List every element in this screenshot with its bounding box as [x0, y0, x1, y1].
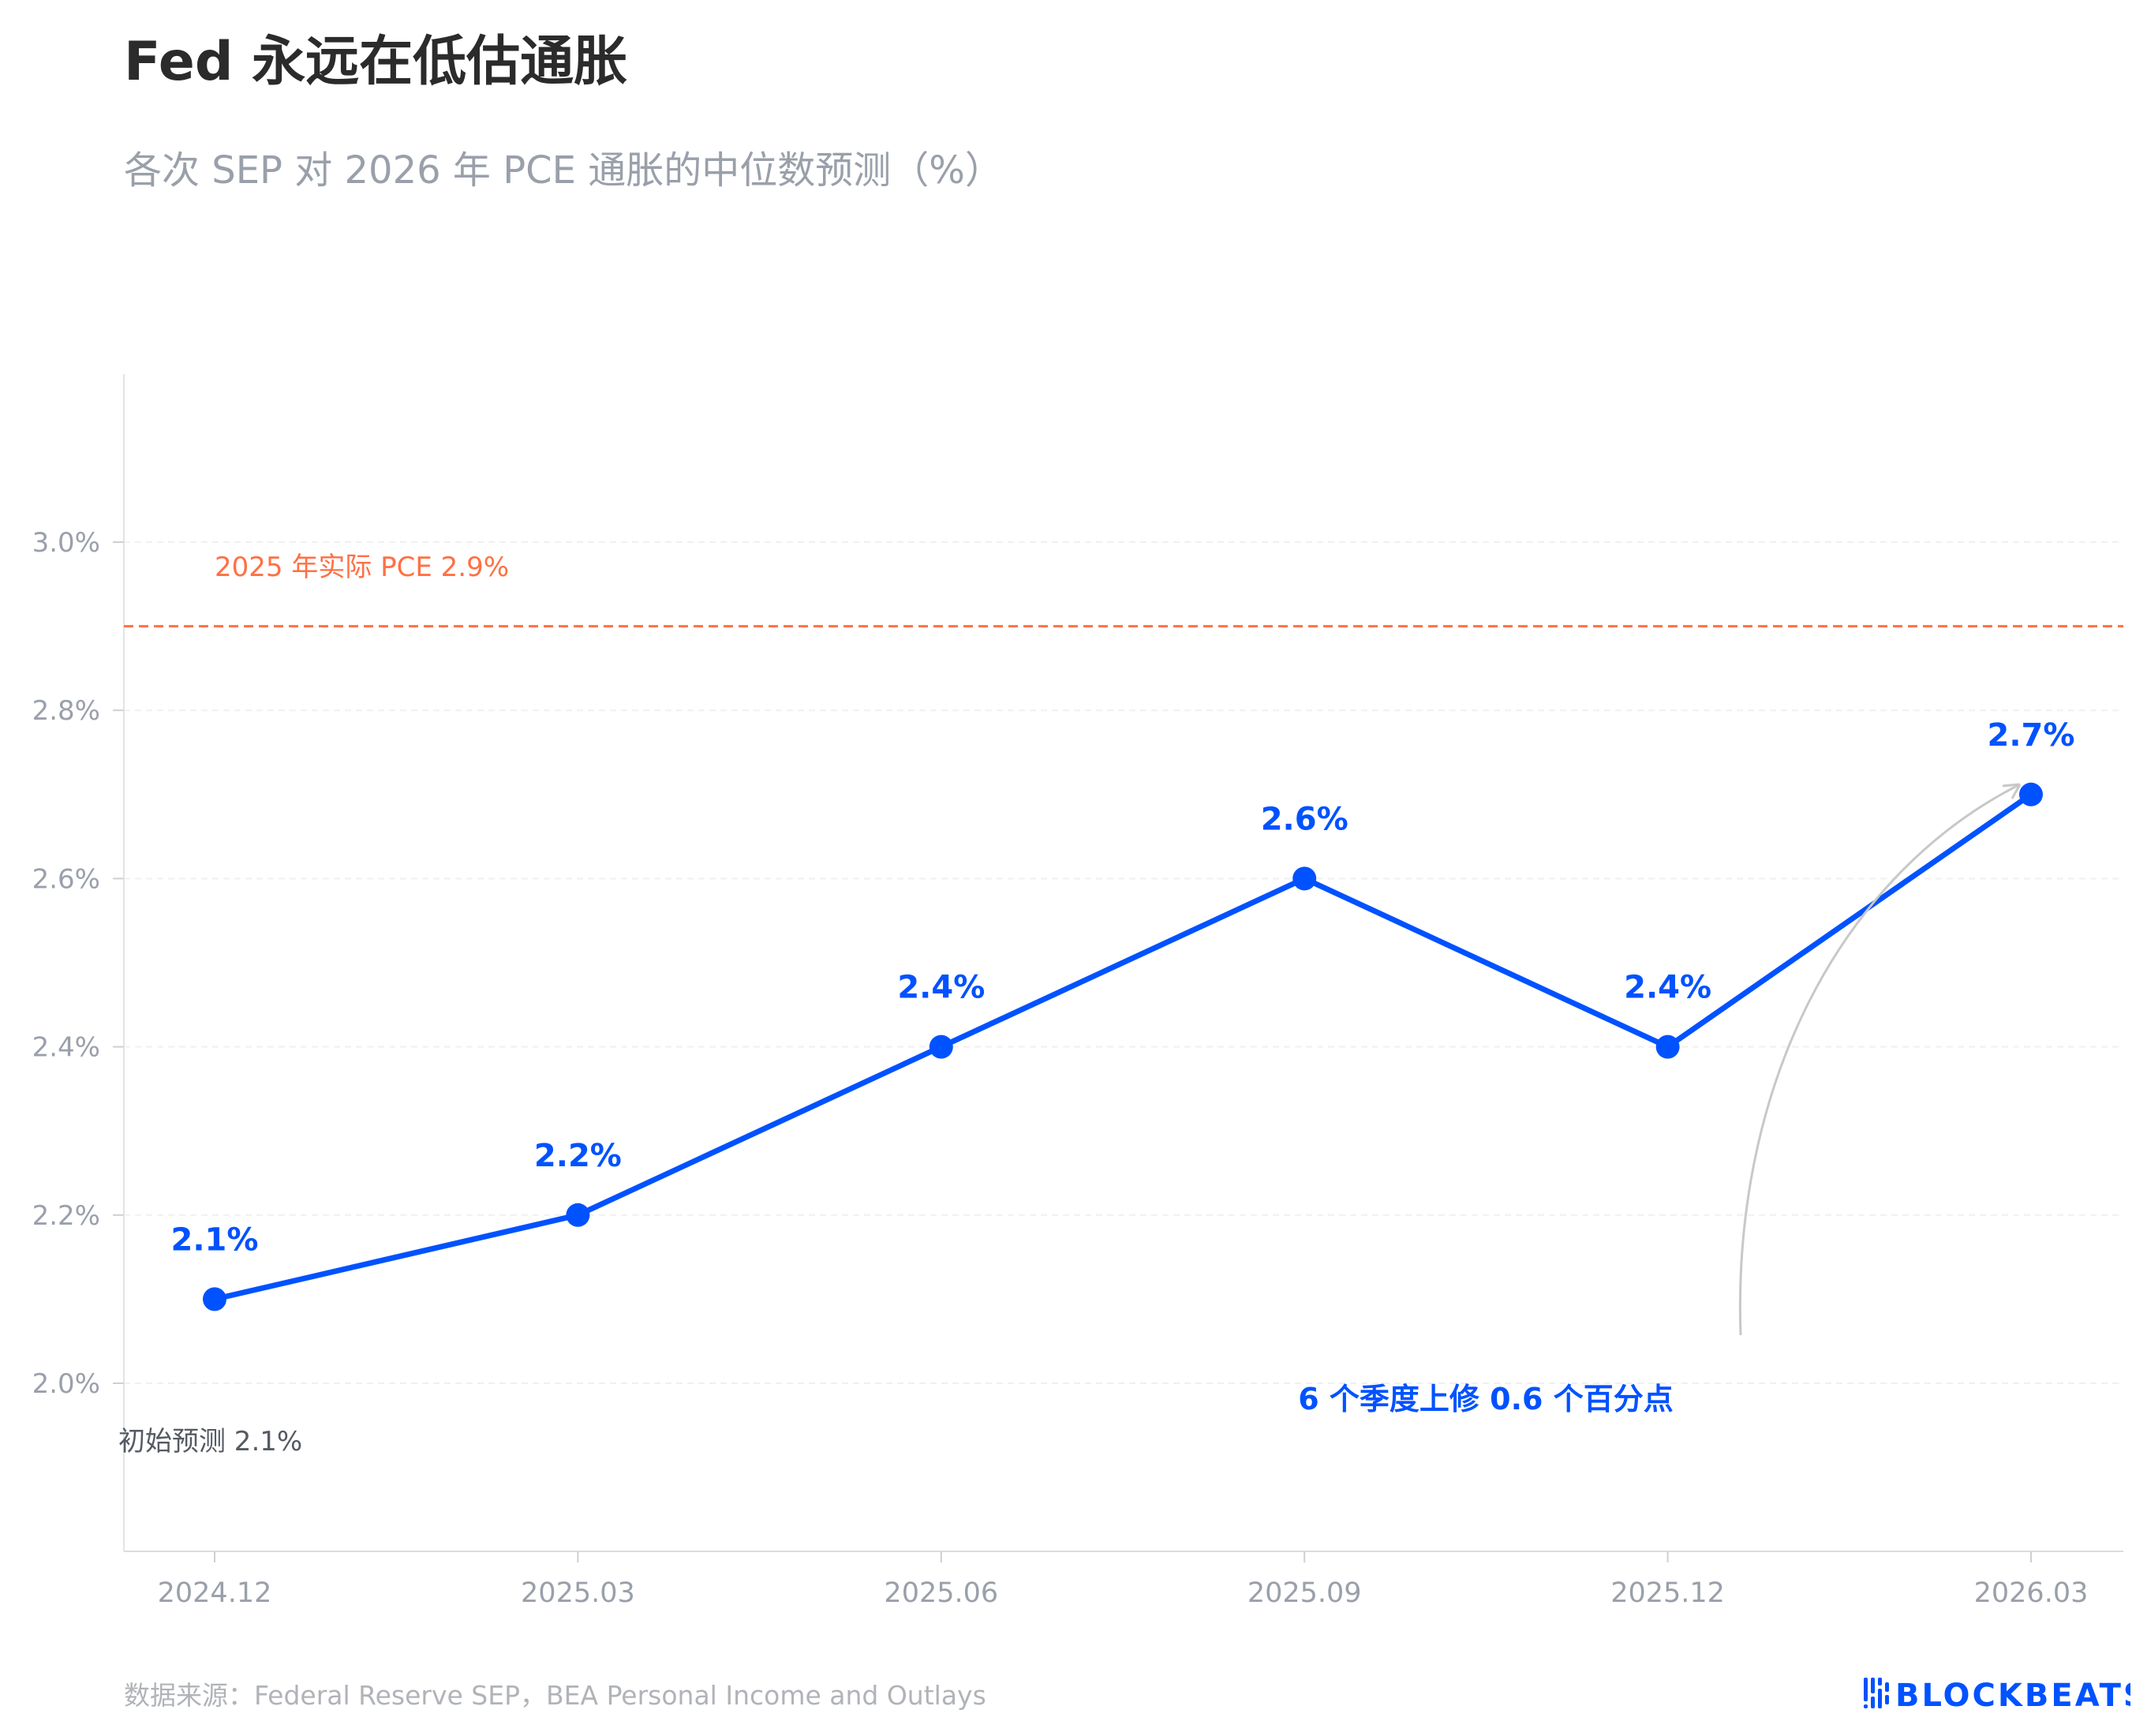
y-tick-label: 2.0% — [32, 1368, 100, 1400]
data-point — [203, 1287, 226, 1311]
y-tick-label: 2.6% — [32, 863, 100, 895]
y-tick-label: 2.8% — [32, 695, 100, 727]
annotation-revision: 6 个季度上修 0.6 个百分点 — [1298, 1382, 1673, 1416]
y-tick-label: 2.4% — [32, 1032, 100, 1064]
x-tick-label: 2025.12 — [1610, 1577, 1725, 1609]
blockbeats-logo: BLOCKBEATS — [1864, 1678, 2130, 1714]
arrow-head-icon — [2002, 783, 2022, 799]
data-point — [929, 1034, 953, 1059]
x-tick-label: 2025.09 — [1247, 1577, 1362, 1609]
annotation-initial: 初始预测 2.1% — [118, 1426, 302, 1457]
x-tick-label: 2024.12 — [158, 1577, 272, 1609]
data-point — [1655, 1034, 1680, 1059]
annotation-arrow — [1738, 783, 2021, 1336]
data-label: 2.1% — [171, 1222, 259, 1258]
source-note: 数据来源：Federal Reserve SEP，BEA Personal In… — [124, 1680, 986, 1711]
data-label: 2.6% — [1261, 801, 1348, 837]
data-label: 2.2% — [534, 1138, 622, 1174]
x-tick-label: 2025.06 — [884, 1577, 998, 1609]
x-tick-label: 2026.03 — [1974, 1577, 2089, 1609]
x-tick-label: 2025.03 — [521, 1577, 635, 1609]
data-point — [2019, 782, 2043, 806]
data-label: 2.4% — [1624, 970, 1711, 1006]
reference-line-label: 2025 年实际 PCE 2.9% — [215, 552, 509, 583]
data-point — [566, 1203, 590, 1227]
data-label: 2.7% — [1988, 717, 2075, 754]
series-line — [214, 791, 2033, 1302]
y-tick-label: 3.0% — [32, 527, 100, 559]
data-point — [1292, 866, 1317, 891]
y-tick-label: 2.2% — [32, 1200, 100, 1232]
chart-title: Fed 永远在低估通胀 — [124, 31, 628, 93]
svg-text:BLOCKBEATS: BLOCKBEATS — [1895, 1678, 2130, 1714]
chart-subtitle: 各次 SEP 对 2026 年 PCE 通胀的中位数预测（%） — [124, 148, 1003, 193]
data-label: 2.4% — [897, 970, 985, 1006]
